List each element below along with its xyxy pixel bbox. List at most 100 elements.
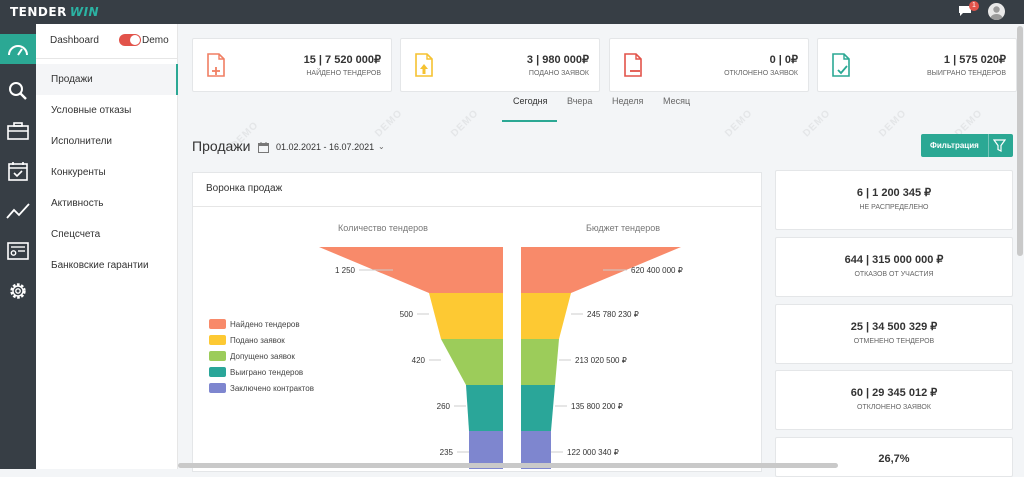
watermark: DEMO	[449, 107, 481, 140]
sidebar-divider	[36, 58, 178, 59]
stat-value: 0 | 0₽	[769, 54, 798, 66]
funnel-count-label: 235	[440, 448, 454, 457]
summary-card-percentage[interactable]: 26,7%	[775, 437, 1013, 477]
doc-check-icon	[832, 53, 850, 77]
summary-card-cancelled[interactable]: 25 | 34 500 329 ₽ ОТМЕНЕНО ТЕНДЕРОВ	[775, 304, 1013, 364]
funnel-count-label: 260	[437, 402, 451, 411]
funnel-right-segment	[521, 293, 571, 339]
funnel-left-segment	[319, 247, 503, 293]
filter-icon	[993, 139, 1006, 152]
stat-card-won[interactable]: 1 | 575 020₽ ВЫИГРАНО ТЕНДЕРОВ	[817, 38, 1017, 92]
funnel-count-label: 500	[400, 310, 414, 319]
dashboard-link[interactable]: Dashboard	[50, 35, 99, 46]
filter-button-label: Фильтрация	[930, 141, 979, 150]
logo-accent: WIN	[69, 5, 100, 19]
search-nav[interactable]	[0, 76, 36, 106]
stat-card-rejected[interactable]: 0 | 0₽ ОТКЛОНЕНО ЗАЯВОК	[609, 38, 809, 92]
portfolio-nav[interactable]	[0, 116, 36, 146]
funnel-budget-label: 620 400 000 ₽	[631, 266, 683, 275]
calendar-nav[interactable]	[0, 156, 36, 186]
chevron-down-icon[interactable]: ⌄	[378, 142, 385, 151]
summary-label: ОТКАЗОВ ОТ УЧАСТИЯ	[854, 271, 934, 278]
funnel-right-segment	[521, 247, 681, 293]
vertical-scrollbar[interactable]	[1017, 26, 1023, 256]
page-title: Продажи	[192, 138, 251, 154]
sidebar-item-special-accounts[interactable]: Спецсчета	[51, 229, 101, 240]
calendar-icon[interactable]	[258, 142, 269, 153]
funnel-chart: Количество тендеров Бюджет тендеров 1 250 6…	[319, 223, 683, 469]
active-tab-indicator	[502, 120, 557, 122]
summary-value: 25 | 34 500 329 ₽	[850, 321, 938, 333]
app-logo[interactable]: TENDER WIN	[10, 5, 99, 19]
chat-icon[interactable]	[958, 5, 972, 17]
legend-label: Заключено контрактов	[230, 384, 314, 393]
summary-card-declined[interactable]: 644 | 315 000 000 ₽ ОТКАЗОВ ОТ УЧАСТИЯ	[775, 237, 1013, 297]
avatar[interactable]	[988, 3, 1005, 20]
summary-value: 644 | 315 000 000 ₽	[844, 254, 944, 266]
date-range-picker[interactable]: 01.02.2021 - 16.07.2021	[276, 142, 375, 152]
watermark: DEMO	[801, 107, 833, 140]
tab-yesterday[interactable]: Вчера	[567, 96, 593, 106]
watermark: DEMO	[877, 107, 909, 140]
sidebar-menu: Dashboard Demo Продажи Условные отказы И…	[36, 24, 178, 469]
legend-item[interactable]: Допущено заявок	[209, 351, 314, 367]
summary-label: ОТКЛОНЕНО ЗАЯВОК	[857, 404, 931, 411]
funnel-right-segment	[521, 431, 551, 469]
stat-label: ПОДАНО ЗАЯВОК	[528, 70, 589, 77]
sales-funnel-card: Воронка продаж Количество тендеров Бюджет…	[192, 172, 762, 472]
filter-button[interactable]: Фильтрация	[921, 134, 1013, 157]
tab-week[interactable]: Неделя	[612, 96, 644, 106]
summary-card-unassigned[interactable]: 6 | 1 200 345 ₽ НЕ РАСПРЕДЕЛЕНО	[775, 170, 1013, 230]
sidebar-item-bank-guarantees[interactable]: Банковские гарантии	[51, 260, 149, 271]
sidebar-item-executors[interactable]: Исполнители	[51, 136, 113, 147]
horizontal-scrollbar[interactable]	[178, 463, 838, 468]
legend-label: Найдено тендеров	[230, 320, 300, 329]
dashboard-nav[interactable]	[0, 34, 36, 64]
tab-today[interactable]: Сегодня	[513, 96, 548, 106]
legend-item[interactable]: Заключено контрактов	[209, 383, 314, 399]
stat-label: ОТКЛОНЕНО ЗАЯВОК	[724, 70, 798, 77]
doc-plus-icon	[207, 53, 225, 77]
analytics-nav[interactable]	[0, 196, 36, 226]
sidebar-item-competitors[interactable]: Конкуренты	[51, 167, 106, 178]
funnel-budget-label: 135 800 200 ₽	[571, 402, 623, 411]
stat-card-found[interactable]: 15 | 7 520 000₽ НАЙДЕНО ТЕНДЕРОВ	[192, 38, 392, 92]
legend-swatch	[209, 335, 226, 345]
funnel-left-title: Количество тендеров	[338, 223, 428, 233]
summary-label: НЕ РАСПРЕДЕЛЕНО	[859, 204, 929, 211]
legend-item[interactable]: Выиграно тендеров	[209, 367, 314, 383]
icon-sidebar	[0, 24, 36, 469]
stat-card-submitted[interactable]: 3 | 980 000₽ ПОДАНО ЗАЯВОК	[400, 38, 600, 92]
settings-nav[interactable]	[0, 276, 36, 306]
gauge-icon	[8, 45, 28, 56]
summary-value: 26,7%	[878, 453, 910, 465]
sidebar-item-activity[interactable]: Активность	[51, 198, 104, 209]
tab-month[interactable]: Месяц	[663, 96, 691, 106]
funnel-left-segment	[469, 431, 503, 469]
summary-card-rejected-applications[interactable]: 60 | 29 345 012 ₽ ОТКЛОНЕНО ЗАЯВОК	[775, 370, 1013, 430]
funnel-title: Воронка продаж	[206, 183, 283, 194]
funnel-count-label: 1 250	[335, 266, 356, 275]
summary-value: 60 | 29 345 012 ₽	[850, 387, 938, 399]
legend-label: Допущено заявок	[230, 352, 295, 361]
sidebar-item-sales[interactable]: Продажи	[36, 64, 178, 95]
summary-value: 6 | 1 200 345 ₽	[856, 187, 932, 199]
funnel-legend: Найдено тендеров Подано заявок Допущено за…	[209, 319, 314, 399]
legend-swatch	[209, 351, 226, 361]
sidebar-item-conditional-refusals[interactable]: Условные отказы	[51, 105, 132, 116]
funnel-right-segment	[521, 339, 559, 385]
notification-badge: 1	[969, 1, 979, 11]
demo-toggle-label: Demo	[142, 35, 169, 46]
funnel-right-segment	[521, 385, 555, 431]
stat-value: 1 | 575 020₽	[943, 54, 1006, 66]
legend-item[interactable]: Найдено тендеров	[209, 319, 314, 335]
demo-toggle[interactable]	[119, 34, 141, 46]
legend-item[interactable]: Подано заявок	[209, 335, 314, 351]
certificate-nav[interactable]	[0, 236, 36, 266]
stat-value: 15 | 7 520 000₽	[303, 54, 381, 66]
stat-label: ВЫИГРАНО ТЕНДЕРОВ	[926, 70, 1006, 77]
stat-value: 3 | 980 000₽	[526, 54, 589, 66]
logo-main: TENDER	[10, 5, 67, 19]
top-bar: TENDER WIN 1	[0, 0, 1024, 24]
funnel-left-segment	[466, 385, 503, 431]
